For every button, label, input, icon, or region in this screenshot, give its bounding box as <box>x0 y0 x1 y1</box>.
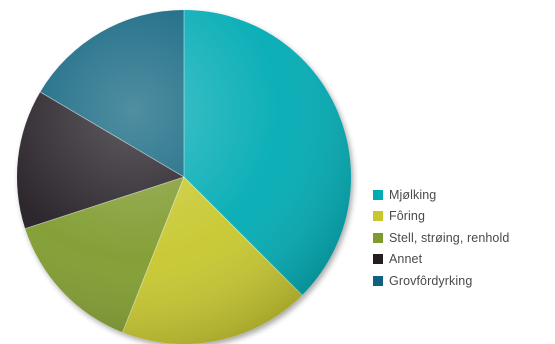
legend-label-2: Stell, strøing, renhold <box>389 230 510 245</box>
legend-label-3: Annet <box>389 252 423 267</box>
legend-item-3: Annet <box>373 249 509 271</box>
pie-gloss-overlay <box>17 10 351 344</box>
legend-item-4: Grovfôrdyrking <box>373 270 509 292</box>
legend-swatch-1 <box>373 211 383 222</box>
legend-label-1: Fôring <box>389 209 426 224</box>
legend-swatch-3 <box>373 254 383 265</box>
legend-item-0: Mjølking <box>373 184 509 206</box>
legend-swatch-2 <box>373 232 383 243</box>
legend: Mjølking Fôring Stell, strøing, renhold Ann… <box>373 184 509 292</box>
legend-label-0: Mjølking <box>389 187 437 202</box>
legend-item-2: Stell, strøing, renhold <box>373 227 509 249</box>
legend-swatch-0 <box>373 189 383 200</box>
legend-swatch-4 <box>373 275 383 286</box>
legend-item-1: Fôring <box>373 206 509 228</box>
legend-label-4: Grovfôrdyrking <box>389 273 473 288</box>
